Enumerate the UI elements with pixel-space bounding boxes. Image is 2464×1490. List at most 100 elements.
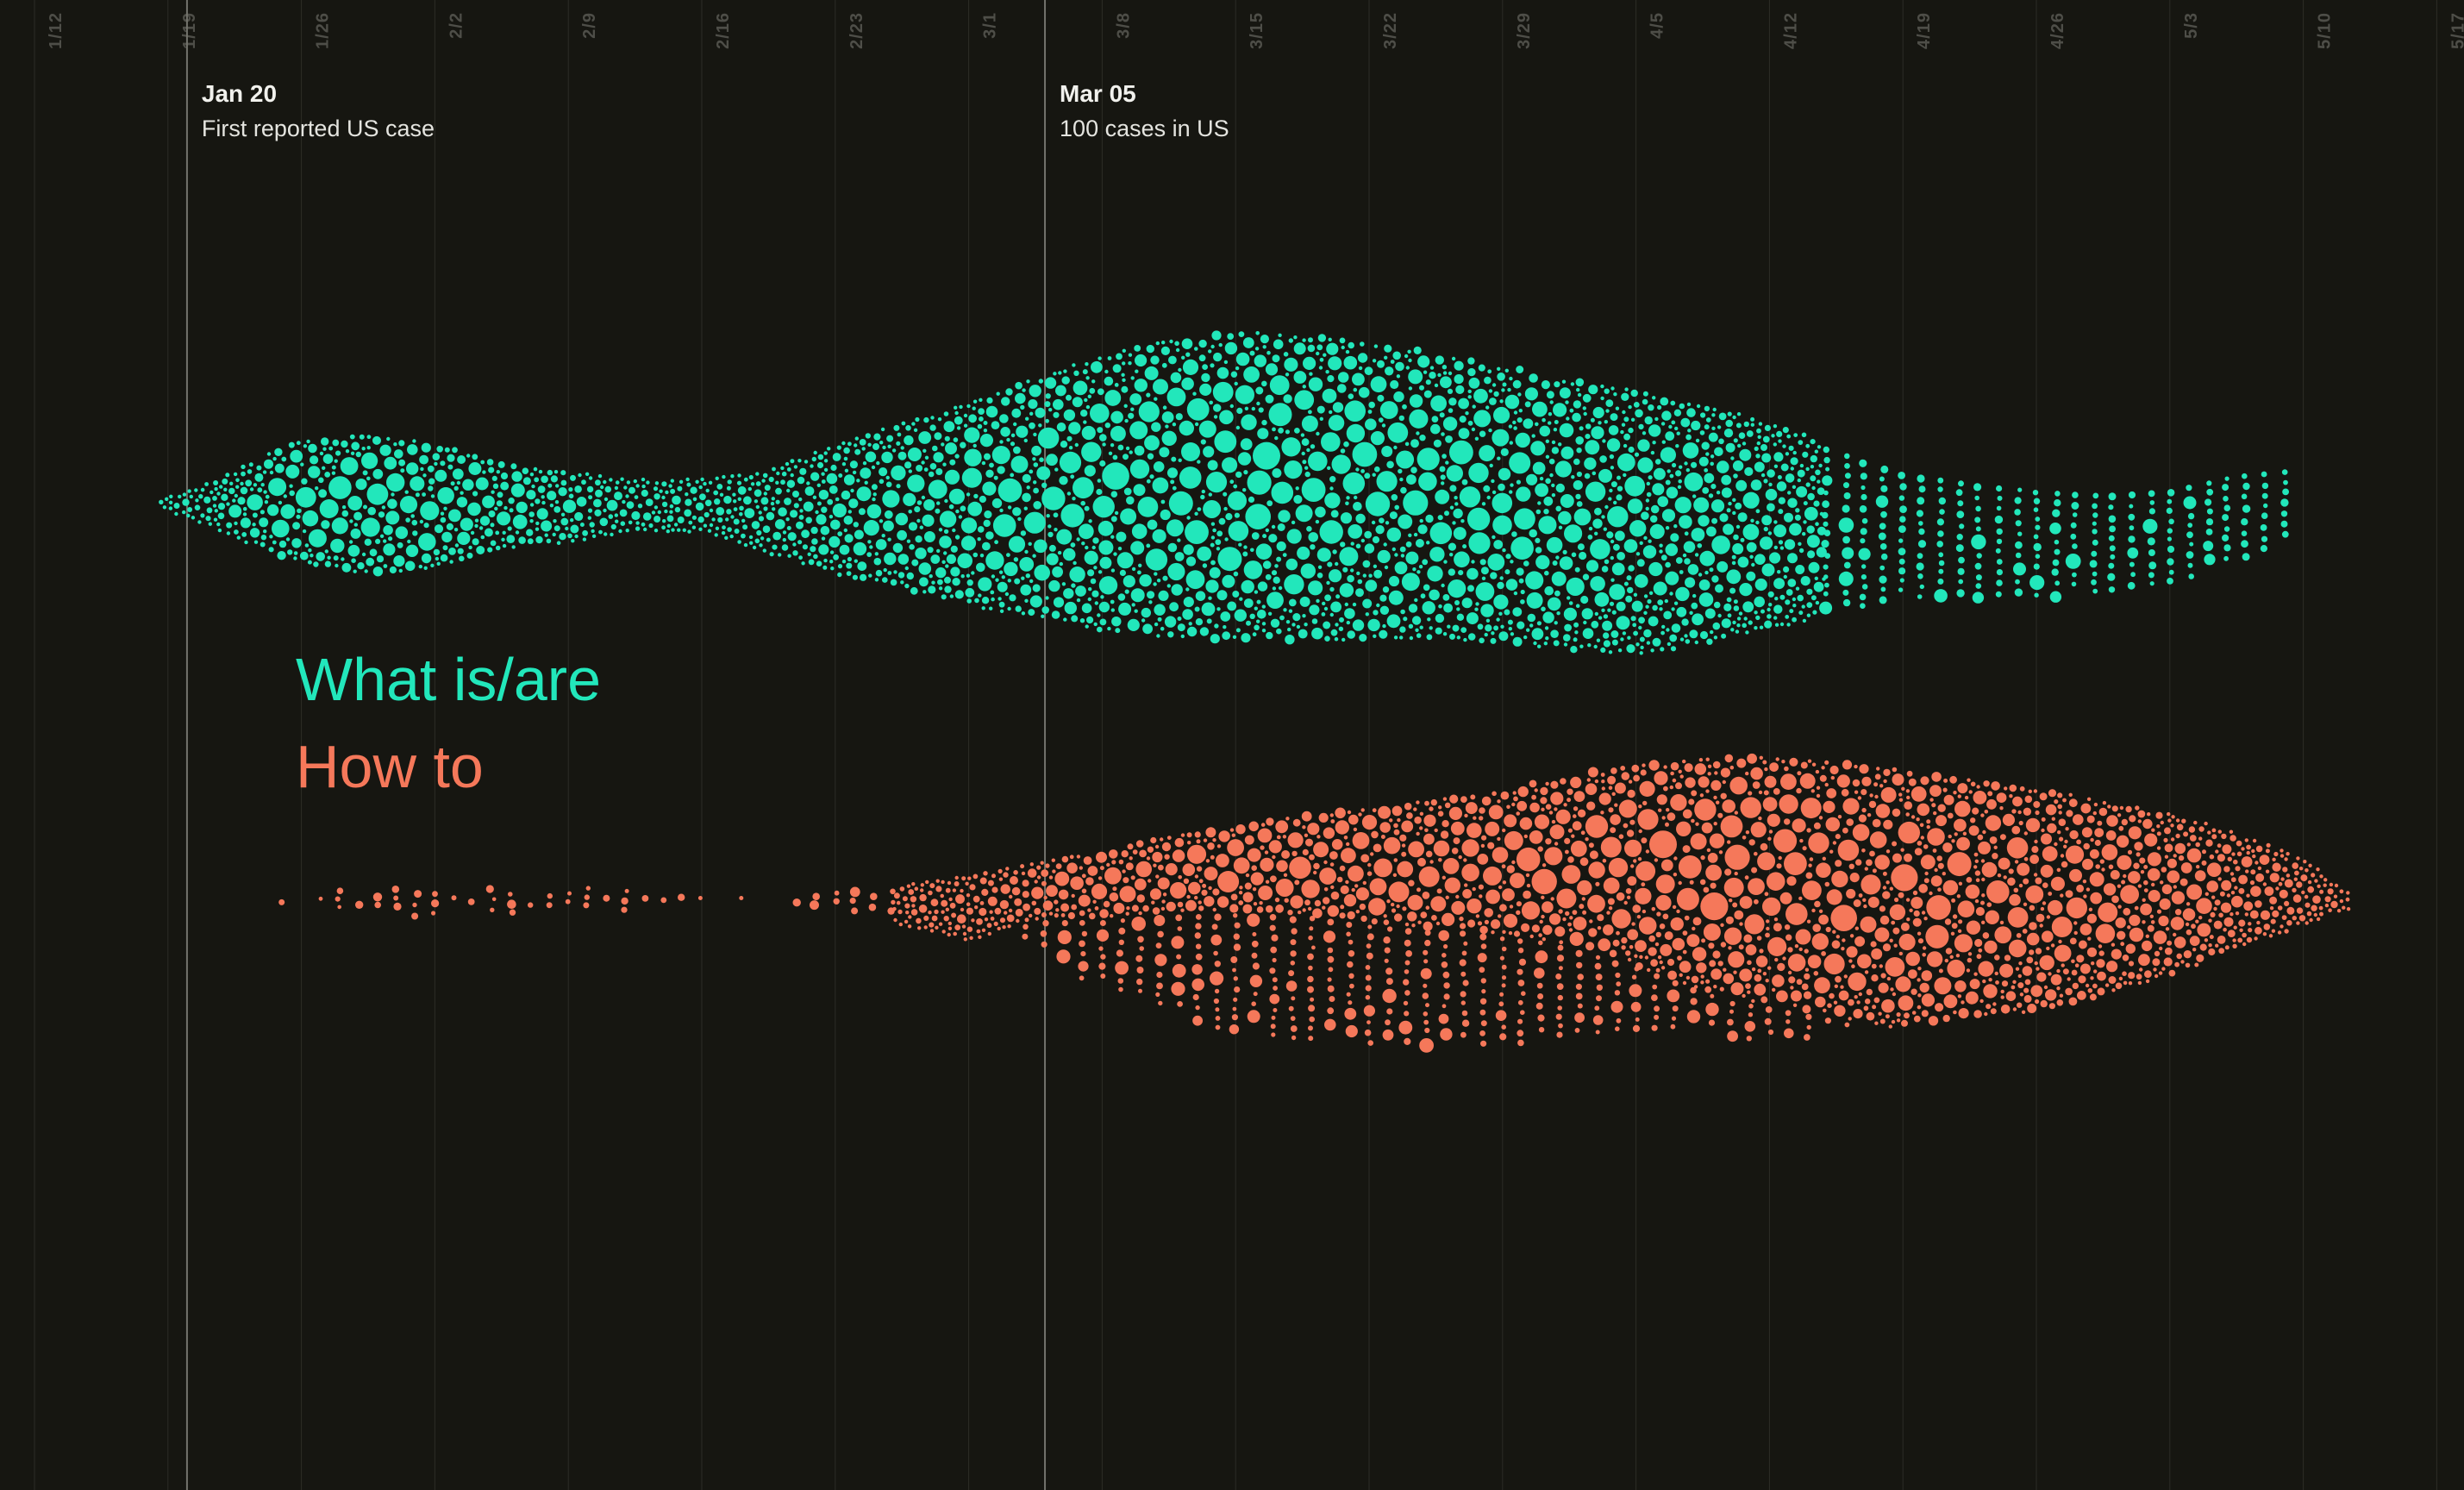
bubble[interactable]: [213, 517, 218, 522]
bubble[interactable]: [660, 897, 667, 904]
bubble[interactable]: [1136, 978, 1143, 986]
bubble[interactable]: [1526, 592, 1543, 609]
bubble[interactable]: [1010, 455, 1029, 473]
bubble[interactable]: [871, 484, 878, 491]
bubble[interactable]: [1708, 493, 1714, 498]
bubble[interactable]: [1111, 617, 1122, 627]
bubble[interactable]: [1930, 875, 1942, 887]
bubble[interactable]: [2013, 887, 2019, 893]
bubble[interactable]: [1199, 383, 1212, 396]
bubble[interactable]: [587, 508, 593, 513]
bubble[interactable]: [1234, 512, 1240, 518]
bubble[interactable]: [1497, 581, 1504, 590]
bubble[interactable]: [854, 529, 864, 540]
bubble[interactable]: [947, 880, 952, 886]
bubble[interactable]: [1152, 529, 1166, 543]
bubble[interactable]: [1937, 530, 1944, 537]
bubble[interactable]: [1699, 879, 1706, 886]
bubble[interactable]: [491, 490, 495, 494]
bubble[interactable]: [1670, 917, 1684, 931]
bubble[interactable]: [1271, 934, 1279, 942]
bubble[interactable]: [1269, 914, 1277, 921]
bubble[interactable]: [1579, 644, 1584, 648]
bubble[interactable]: [1191, 964, 1203, 975]
bubble[interactable]: [1186, 894, 1191, 899]
bubble[interactable]: [1341, 345, 1345, 350]
bubble[interactable]: [1673, 524, 1678, 529]
bubble[interactable]: [1922, 953, 1926, 957]
bubble[interactable]: [1776, 430, 1783, 437]
bubble[interactable]: [1486, 495, 1491, 500]
bubble[interactable]: [1418, 565, 1423, 569]
bubble[interactable]: [906, 539, 911, 543]
bubble[interactable]: [1286, 529, 1302, 544]
bubble[interactable]: [851, 907, 859, 915]
bubble[interactable]: [944, 498, 948, 504]
bubble[interactable]: [1034, 880, 1038, 884]
bubble[interactable]: [1650, 450, 1655, 455]
bubble[interactable]: [2061, 963, 2065, 967]
bubble[interactable]: [935, 567, 947, 579]
bubble[interactable]: [1842, 535, 1851, 544]
bubble[interactable]: [1103, 900, 1110, 908]
bubble[interactable]: [2314, 879, 2318, 883]
bubble[interactable]: [1929, 798, 1934, 802]
bubble[interactable]: [1541, 895, 1545, 900]
bubble[interactable]: [1563, 803, 1567, 807]
bubble[interactable]: [869, 545, 873, 549]
bubble[interactable]: [1460, 923, 1467, 930]
bubble[interactable]: [578, 473, 582, 478]
bubble[interactable]: [1699, 430, 1705, 435]
bubble[interactable]: [1087, 394, 1092, 398]
bubble[interactable]: [603, 532, 608, 536]
bubble[interactable]: [1733, 599, 1738, 604]
bubble[interactable]: [1665, 526, 1670, 530]
bubble[interactable]: [1479, 816, 1484, 821]
bubble[interactable]: [625, 529, 629, 533]
bubble[interactable]: [2056, 968, 2061, 974]
bubble[interactable]: [398, 440, 405, 447]
bubble[interactable]: [1817, 487, 1825, 495]
bubble[interactable]: [1682, 980, 1687, 986]
bubble[interactable]: [1510, 560, 1514, 564]
bubble[interactable]: [770, 501, 775, 506]
bubble[interactable]: [1957, 783, 1968, 794]
bubble[interactable]: [1242, 488, 1247, 492]
bubble[interactable]: [1362, 573, 1367, 578]
bubble[interactable]: [685, 477, 690, 482]
bubble[interactable]: [1853, 899, 1861, 907]
bubble[interactable]: [1167, 562, 1185, 581]
bubble[interactable]: [474, 523, 478, 529]
bubble[interactable]: [1144, 366, 1159, 380]
bubble[interactable]: [786, 488, 791, 493]
bubble[interactable]: [1272, 354, 1280, 363]
bubble[interactable]: [480, 460, 485, 465]
bubble[interactable]: [1266, 500, 1273, 507]
bubble[interactable]: [943, 529, 949, 535]
bubble[interactable]: [2041, 817, 2046, 822]
bubble[interactable]: [1516, 811, 1520, 816]
bubble[interactable]: [1882, 891, 1891, 899]
bubble[interactable]: [1670, 533, 1679, 542]
bubble[interactable]: [1984, 810, 1989, 814]
bubble[interactable]: [173, 503, 180, 509]
bubble[interactable]: [1547, 597, 1561, 611]
bubble[interactable]: [1526, 473, 1538, 485]
bubble[interactable]: [2000, 989, 2004, 994]
bubble[interactable]: [1094, 906, 1099, 911]
bubble[interactable]: [849, 898, 856, 905]
bubble[interactable]: [526, 490, 536, 500]
bubble[interactable]: [2249, 910, 2259, 919]
bubble[interactable]: [941, 880, 945, 885]
bubble[interactable]: [1885, 957, 1905, 977]
bubble[interactable]: [883, 567, 887, 573]
bubble[interactable]: [1642, 909, 1647, 914]
bubble[interactable]: [1607, 506, 1629, 528]
bubble[interactable]: [743, 496, 752, 505]
bubble[interactable]: [1516, 567, 1524, 576]
bubble[interactable]: [2015, 579, 2020, 585]
bubble[interactable]: [1429, 366, 1435, 370]
bubble[interactable]: [260, 542, 266, 548]
bubble[interactable]: [1338, 626, 1344, 631]
bubble[interactable]: [1565, 911, 1570, 917]
